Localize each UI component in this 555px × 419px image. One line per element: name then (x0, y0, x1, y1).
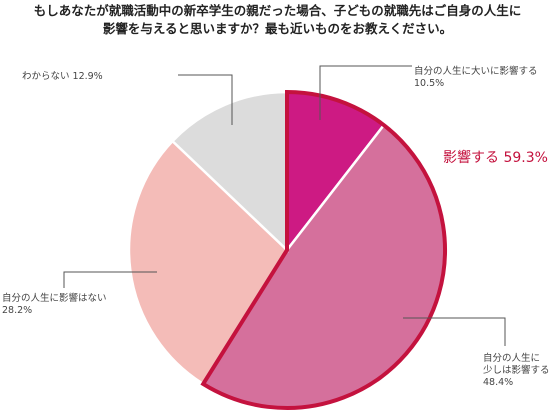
question-line-1: もしあなたが就職活動中の新卒学生の親だった場合、子どもの就職先はご自身の人生に (33, 3, 522, 18)
slice-value: 28.2% (2, 305, 32, 316)
slice-value: 10.5% (414, 78, 444, 89)
slice-labels: 自分の人生に大いに影響する 10.5%自分の人生に少しは影響する 48.4%自分の人… (2, 65, 550, 388)
slice-label: わからない 12.9% (22, 71, 103, 82)
slice-label-line: 自分の人生に大いに影響する (414, 65, 538, 77)
leader-lines (63, 65, 506, 346)
slice-label: 自分の人生に少しは影響する 48.4% (483, 352, 550, 388)
highlight-label: 影響する 59.3% (443, 149, 548, 166)
question-line-2: 影響を与えると思いますか？最も近いものをお教えください。 (102, 21, 453, 36)
leader-line (63, 271, 157, 288)
pie-slice (127, 139, 289, 386)
leader-line (178, 74, 233, 125)
slice-value: 48.4% (483, 377, 513, 388)
slice-label-line: 自分の人生に (483, 352, 540, 364)
slice-label-line: わからない 12.9% (22, 71, 103, 82)
highlight-outline (200, 89, 447, 410)
pie-slice (170, 90, 289, 253)
leader-line (403, 317, 506, 346)
slice-label-line: 少しは影響する (483, 364, 550, 376)
slice-label: 自分の人生に大いに影響する 10.5% (414, 65, 538, 89)
leader-line (319, 65, 412, 120)
slice-label: 自分の人生に影響はない 28.2% (2, 292, 107, 316)
slice-label-line: 自分の人生に影響はない (2, 292, 107, 304)
question-title: もしあなたが就職活動中の新卒学生の親だった場合、子どもの就職先はご自身の人生に … (0, 2, 555, 38)
